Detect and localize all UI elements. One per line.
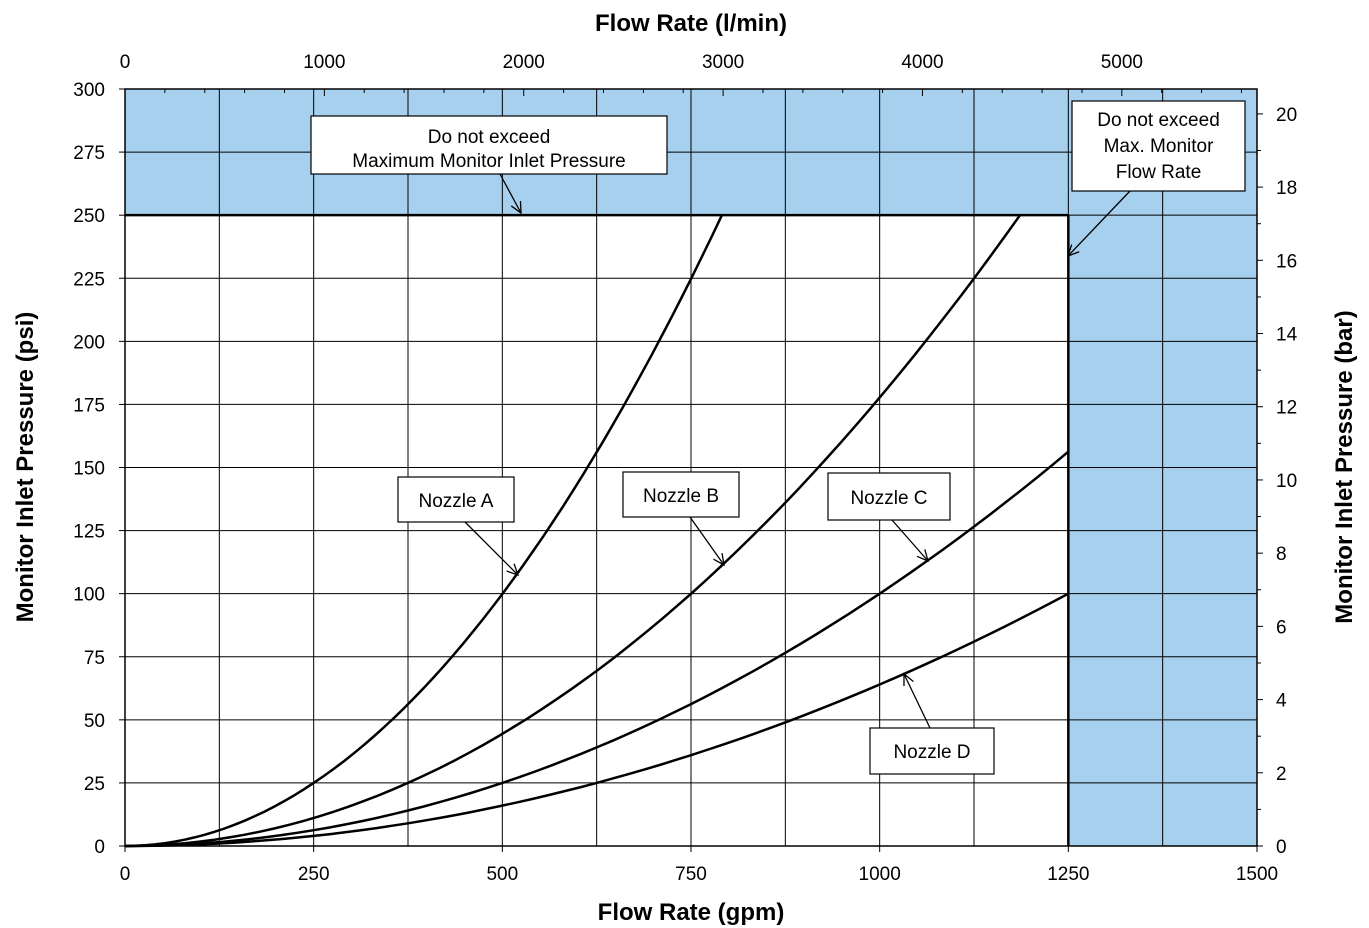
annotation-arrow [1067,190,1131,257]
annotation-box [397,476,515,523]
axes: 0 250 500 750 1000 1250 1500025507510012515017… [73,52,1297,885]
annotation-arrow [689,516,725,566]
annotation-arrowhead [1066,244,1080,258]
annotation-label: Nozzle A [419,491,494,512]
x-tick-label: 500 [486,864,518,885]
annotation-arrow [464,521,519,576]
annotations: Do not exceed Maximum Monitor Inlet Press… [310,100,1246,775]
y2-tick-label: 0 [1276,837,1287,858]
x-tick-label: 1000 [859,864,901,885]
y-tick-label: 50 [84,711,105,732]
annotation-arrow [891,519,929,562]
annotation-arrowhead [506,563,520,577]
grid [125,89,1257,846]
annotation-box [827,472,951,521]
y-axis-title: Monitor Inlet Pressure (psi) [12,312,39,623]
annotation-label: Max. Monitor [1104,136,1214,157]
annotation-label: Do not exceed [428,127,551,148]
annotation-label: Nozzle C [850,488,927,509]
annotation-box [1071,100,1246,192]
annotation-arrowhead [903,672,914,687]
y-tick-label: 75 [84,648,105,669]
y2-tick-label: 4 [1276,691,1287,712]
annotation-box [869,727,995,775]
annotation-box [622,471,740,518]
y-tick-label: 200 [73,332,105,353]
annotation-label: Do not exceed [1097,110,1220,131]
series-line-nozzle-d [124,592,1069,848]
axis-titles: Flow Rate (gpm) Flow Rate (l/min) Monito… [12,10,1358,926]
y2-tick-label: 20 [1276,105,1297,126]
y-tick-label: 25 [84,774,105,795]
x2-tick-label: 5000 [1101,52,1143,73]
y2-tick-label: 8 [1276,544,1287,565]
annotation-arrow [903,673,931,729]
x-tick-label: 0 [120,864,131,885]
annotation-nozzle-d: Nozzle D [869,672,995,775]
x-tick-label: 1250 [1047,864,1089,885]
x2-tick-label: 0 [120,52,131,73]
annotation-max-flow: Do not exceed Max. Monitor Flow Rate [1066,100,1246,258]
annotation-max-pressure: Do not exceed Maximum Monitor Inlet Press… [310,115,668,215]
x-tick-label: 1500 [1236,864,1278,885]
annotation-arrowhead [713,553,725,567]
y-tick-label: 150 [73,459,105,480]
y-tick-label: 100 [73,585,105,606]
y-tick-label: 275 [73,143,105,164]
y2-tick-label: 14 [1276,325,1298,346]
annotation-label: Flow Rate [1116,162,1202,183]
x-axis-title: Flow Rate (gpm) [598,899,785,926]
series-line-nozzle-c [124,450,1070,848]
annotation-label: Nozzle B [643,486,719,507]
y2-tick-label: 6 [1276,617,1287,638]
y2-tick-label: 12 [1276,398,1297,419]
series-curves [124,214,1070,848]
x2-tick-label: 3000 [702,52,744,73]
y2-tick-label: 2 [1276,764,1287,785]
series-line-nozzle-b [124,214,1022,848]
series-line-nozzle-a [124,214,724,848]
y-tick-label: 0 [94,837,105,858]
y-tick-label: 250 [73,206,105,227]
y2-axis-title: Monitor Inlet Pressure (bar) [1331,310,1358,623]
y2-tick-label: 16 [1276,251,1297,272]
annotation-arrowhead [510,200,522,215]
y2-tick-label: 10 [1276,471,1297,492]
annotation-nozzle-a: Nozzle A [397,476,520,577]
x-tick-label: 750 [675,864,707,885]
annotation-box [310,115,668,175]
y-tick-label: 175 [73,395,105,416]
annotation-label: Nozzle D [893,742,970,763]
y-tick-label: 125 [73,522,105,543]
x2-tick-label: 1000 [303,52,345,73]
x2-tick-label: 4000 [901,52,943,73]
x2-tick-label: 2000 [503,52,545,73]
annotation-nozzle-b: Nozzle B [622,471,740,567]
y-tick-label: 225 [73,269,105,290]
y2-tick-label: 18 [1276,178,1297,199]
annotation-arrow [499,173,522,214]
annotation-arrowhead [916,549,929,563]
annotation-label: Maximum Monitor Inlet Pressure [352,151,625,172]
annotation-nozzle-c: Nozzle C [827,472,951,563]
x2-axis-title: Flow Rate (l/min) [595,10,787,37]
y-tick-label: 300 [73,80,105,101]
x-tick-label: 250 [298,864,330,885]
